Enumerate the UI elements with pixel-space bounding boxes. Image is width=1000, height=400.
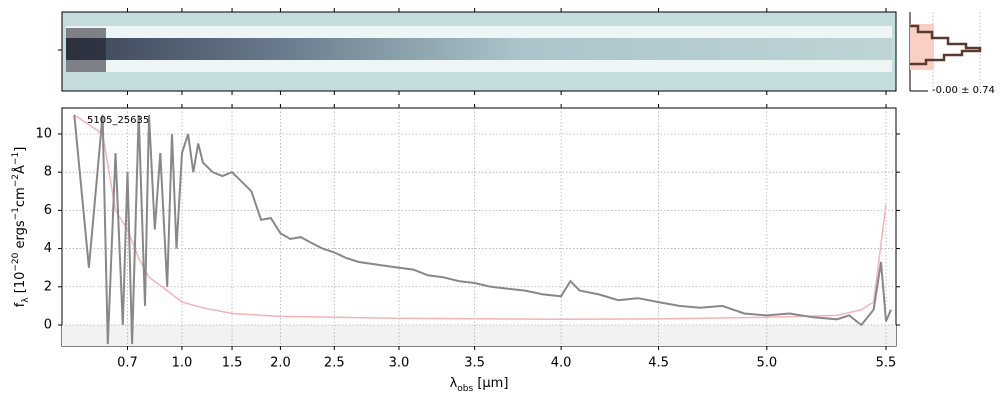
y-tick-label: 8 (44, 165, 52, 180)
x-tick-label: 4.5 (648, 356, 669, 371)
label-part: [10 (13, 272, 28, 298)
y-tick-label: 0 (44, 317, 52, 332)
label-part: Å (12, 165, 28, 174)
label-part: ergs (13, 220, 28, 252)
y-tick-label: 4 (44, 241, 52, 256)
lines (73, 114, 892, 345)
profile-label: -0.00 ± 0.74 (932, 85, 995, 96)
y-tick-label: 10 (35, 126, 52, 141)
label-part: f (13, 302, 28, 307)
spectrum-line (73, 114, 892, 345)
y-tick-label: 6 (44, 203, 52, 218)
label-part: −2 (11, 174, 21, 187)
y-axis-label: fλ [10−20 ergs−1cm−2Å−1] (11, 147, 31, 308)
label-part: −20 (11, 252, 21, 271)
label-part: −1 (11, 207, 21, 220)
x-tick-label: 1.5 (222, 356, 243, 371)
plot-area (61, 107, 897, 347)
label-part: [μm] (473, 376, 508, 391)
annotation: 5105_25635 (87, 115, 149, 126)
x-tick-label: 3.0 (389, 356, 410, 371)
grid (62, 108, 896, 346)
label-part: ] (13, 147, 28, 152)
x-tick-label: 4.0 (551, 356, 572, 371)
label-part: cm (13, 187, 28, 207)
label-part: λ (21, 297, 31, 303)
x-tick-label: 5.0 (756, 356, 777, 371)
y-tick-label: 2 (44, 279, 52, 294)
x-tick-label: 0.7 (117, 356, 138, 371)
x-tick-label: 2.5 (324, 356, 345, 371)
x-axis-label: λobs [μm] (450, 376, 509, 394)
x-tick-label: 2.0 (270, 356, 291, 371)
x-tick-label: 5.5 (876, 356, 897, 371)
x-tick-label: 3.5 (464, 356, 485, 371)
label-part: λ (450, 376, 458, 391)
x-tick-label: 1.0 (172, 356, 193, 371)
spectrum-2d (61, 11, 897, 92)
label-part: obs (457, 384, 473, 394)
label-part: −1 (11, 152, 21, 165)
zero-band (62, 325, 896, 346)
spectrum-line (73, 114, 887, 321)
profile-panel: -0.00 ± 0.74 (909, 12, 995, 96)
